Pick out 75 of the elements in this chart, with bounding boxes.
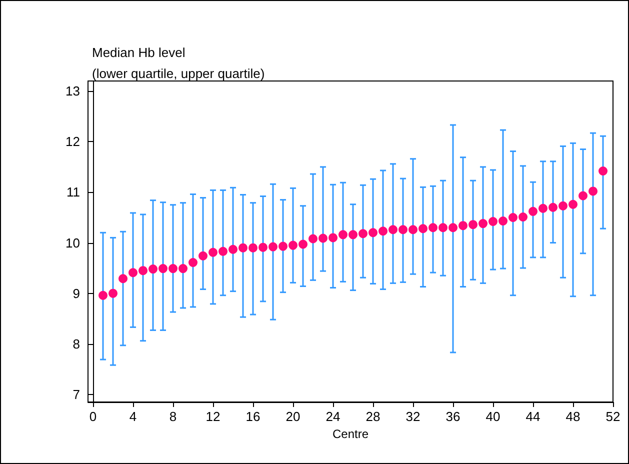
y-tick-label: 11 xyxy=(66,184,80,200)
point xyxy=(388,225,398,234)
x-tick-label: 52 xyxy=(606,409,620,424)
y-tick-label: 12 xyxy=(66,134,80,150)
point xyxy=(278,242,288,251)
point xyxy=(128,268,138,278)
point xyxy=(458,221,468,230)
point xyxy=(508,212,518,222)
point xyxy=(348,230,358,240)
point xyxy=(488,217,498,226)
point xyxy=(188,258,198,267)
point xyxy=(248,243,258,252)
x-tick-label: 48 xyxy=(566,409,580,424)
y-tick-label: 9 xyxy=(72,286,80,301)
point xyxy=(98,290,108,300)
point xyxy=(518,212,528,222)
point xyxy=(498,216,508,226)
point xyxy=(548,202,558,212)
x-tick-label: 12 xyxy=(206,409,220,424)
y-tick-label: 7 xyxy=(72,386,80,402)
point xyxy=(218,246,228,256)
point xyxy=(398,225,408,234)
point xyxy=(578,191,588,200)
point xyxy=(288,240,298,250)
point xyxy=(338,230,348,240)
point xyxy=(208,248,218,257)
point xyxy=(108,288,118,298)
x-tick-label: 0 xyxy=(89,409,97,424)
y-tick-label: 13 xyxy=(66,84,80,99)
point xyxy=(438,223,448,232)
x-tick-label: 40 xyxy=(486,409,500,424)
point xyxy=(298,240,308,249)
x-tick-label: 44 xyxy=(526,409,540,424)
x-tick-label: 4 xyxy=(129,409,137,424)
point xyxy=(558,201,568,210)
point xyxy=(238,243,248,252)
point xyxy=(328,233,338,242)
point xyxy=(138,266,148,276)
point xyxy=(588,186,598,196)
point xyxy=(148,264,158,274)
point xyxy=(118,274,128,284)
point xyxy=(358,229,368,238)
x-tick-label: 32 xyxy=(406,409,420,424)
point xyxy=(418,224,428,234)
point xyxy=(378,226,388,236)
point xyxy=(478,219,488,228)
point xyxy=(168,264,178,274)
point xyxy=(318,234,328,243)
point xyxy=(528,206,538,216)
point xyxy=(568,200,578,209)
point xyxy=(158,264,168,274)
x-tick-label: 24 xyxy=(326,409,340,424)
x-tick-label: 8 xyxy=(169,409,177,424)
y-tick-label: 10 xyxy=(66,235,80,250)
point xyxy=(308,234,318,244)
point xyxy=(468,220,478,230)
x-axis-title: Centre xyxy=(332,426,369,441)
x-tick-label: 16 xyxy=(246,409,260,424)
point xyxy=(198,251,208,260)
point xyxy=(368,228,378,238)
chart-subtitle: (lower quartile, upper quartile) xyxy=(92,66,265,81)
point xyxy=(408,225,418,234)
chart-title: Median Hb level xyxy=(92,45,186,60)
x-tick-label: 36 xyxy=(446,409,460,424)
point xyxy=(258,242,268,252)
x-tick-label: 20 xyxy=(286,409,300,424)
point xyxy=(228,244,238,254)
point xyxy=(448,223,458,232)
point xyxy=(428,223,438,232)
point xyxy=(598,166,608,176)
x-tick-label: 28 xyxy=(366,409,380,424)
point xyxy=(538,204,548,213)
point xyxy=(178,264,188,274)
point xyxy=(268,242,278,252)
y-tick-label: 8 xyxy=(72,336,80,352)
